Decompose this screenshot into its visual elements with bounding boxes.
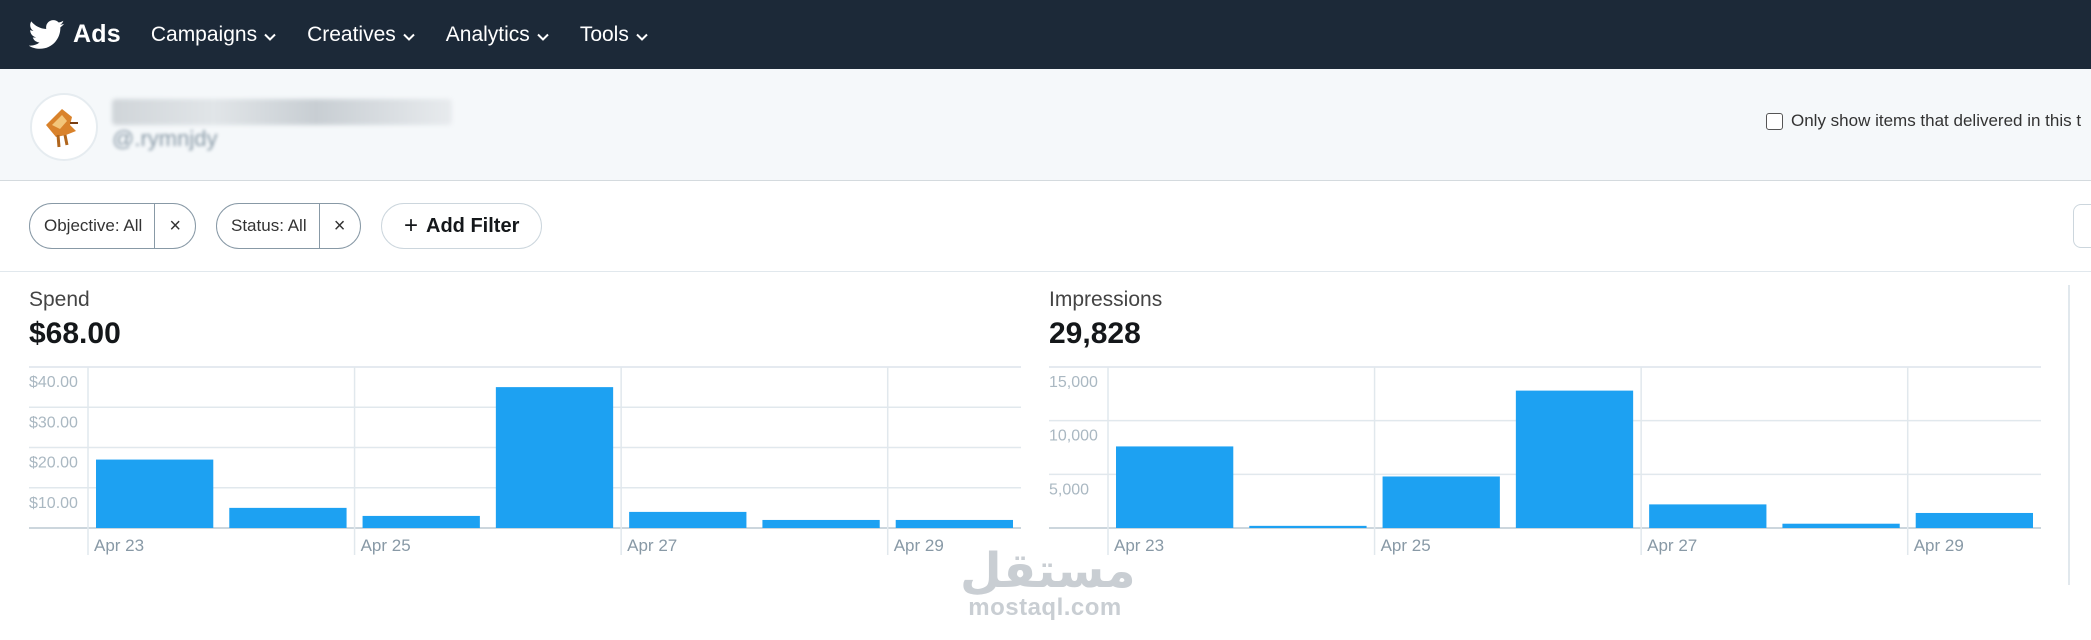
account-header: @.rymnjdy Only show items that delivered… xyxy=(0,69,2091,181)
x-tick-label: Apr 25 xyxy=(361,536,411,555)
x-tick-label: Apr 27 xyxy=(627,536,677,555)
y-tick-label: 10,000 xyxy=(1049,428,1098,445)
impressions-total: 29,828 xyxy=(1049,317,1141,350)
chevron-down-icon xyxy=(403,33,415,41)
panel-divider xyxy=(2068,285,2070,585)
chevron-down-icon xyxy=(636,33,648,41)
plus-icon: + xyxy=(404,212,419,239)
bar-apr-24 xyxy=(229,507,347,528)
x-tick-label: Apr 29 xyxy=(1914,536,1964,555)
x-tick-label: Apr 27 xyxy=(1647,536,1697,555)
bar-apr-29 xyxy=(1915,512,2034,528)
close-icon[interactable]: × xyxy=(169,214,182,237)
y-tick-label: $40.00 xyxy=(29,374,78,391)
y-tick-label: 15,000 xyxy=(1049,374,1098,391)
bar-apr-26 xyxy=(1515,390,1634,528)
bar-apr-28 xyxy=(1782,523,1900,528)
account-logo-icon xyxy=(46,109,78,148)
spend-chart: $10.00 $20.00 $30.00 $40.00 Apr 23 Apr 25 Apr … xyxy=(29,366,1021,555)
bar-apr-28 xyxy=(762,519,880,528)
nav-analytics-label: Analytics xyxy=(445,22,530,46)
objective-filter-label[interactable]: Objective: All xyxy=(30,204,156,248)
bar-apr-23 xyxy=(1115,446,1234,528)
spend-total: $68.00 xyxy=(29,317,121,350)
brand-label: Ads xyxy=(73,20,121,48)
spend-title: Spend xyxy=(29,288,90,311)
bar-apr-24 xyxy=(1249,525,1367,528)
nav-tools[interactable]: Tools xyxy=(580,23,649,47)
bar-apr-25 xyxy=(1382,476,1500,528)
x-tick-label: Apr 25 xyxy=(1381,536,1431,555)
status-filter-chip[interactable]: Status: All × xyxy=(216,203,361,249)
add-filter-button[interactable]: + Add Filter xyxy=(381,203,543,249)
twitter-bird-icon xyxy=(29,19,65,49)
bar-apr-29 xyxy=(895,519,1014,528)
objective-filter-chip[interactable]: Objective: All × xyxy=(29,203,197,249)
y-tick-label: $30.00 xyxy=(29,414,78,431)
nav-campaigns[interactable]: Campaigns xyxy=(151,23,277,47)
mostaql-watermark: مستقل mostaql.com xyxy=(960,545,1136,622)
toolbar-button-partial[interactable] xyxy=(2073,204,2091,248)
delivered-only-checkbox[interactable] xyxy=(1766,112,1783,130)
account-handle: @.rymnjdy xyxy=(112,126,218,151)
filter-bar: Objective: All × Status: All × + Add Fil… xyxy=(0,182,2091,272)
y-tick-label: 5,000 xyxy=(1049,481,1089,498)
x-tick-label: Apr 23 xyxy=(1114,536,1164,555)
status-filter-label[interactable]: Status: All xyxy=(217,204,320,248)
nav-campaigns-label: Campaigns xyxy=(150,22,258,46)
top-nav-bar: Ads Campaigns Creatives Analytics Tools xyxy=(0,0,2091,69)
bar-apr-27 xyxy=(1649,504,1767,528)
x-tick-label: Apr 23 xyxy=(94,536,144,555)
bar-apr-26 xyxy=(495,387,614,528)
x-tick-label: Apr 29 xyxy=(894,536,944,555)
add-filter-label: Add Filter xyxy=(426,214,520,237)
impressions-title: Impressions xyxy=(1049,288,1163,311)
y-tick-label: $20.00 xyxy=(29,455,78,472)
nav-creatives[interactable]: Creatives xyxy=(307,23,416,47)
main-menu: Campaigns Creatives Analytics Tools xyxy=(151,23,649,47)
y-tick-label: $10.00 xyxy=(29,495,78,512)
nav-tools-label: Tools xyxy=(579,22,629,46)
delivered-only-toggle[interactable]: Only show items that delivered in this t xyxy=(1766,111,2081,131)
nav-analytics[interactable]: Analytics xyxy=(446,23,550,47)
ads-home-link[interactable]: Ads xyxy=(29,19,121,50)
delivered-only-label: Only show items that delivered in this t xyxy=(1791,111,2082,130)
watermark-latin-text: mostaql.com xyxy=(968,594,1122,621)
close-icon[interactable]: × xyxy=(333,214,346,237)
nav-creatives-label: Creatives xyxy=(307,22,396,46)
account-avatar[interactable] xyxy=(30,93,98,161)
bar-apr-23 xyxy=(95,459,214,528)
account-name-redacted xyxy=(112,99,452,125)
bar-apr-25 xyxy=(362,515,480,528)
bar-apr-27 xyxy=(629,511,747,528)
chevron-down-icon xyxy=(264,33,276,41)
watermark-arabic-text: مستقل xyxy=(960,545,1136,598)
impressions-chart: 5,000 10,000 15,000 Apr 23 Apr 25 Apr 27 Apr 2… xyxy=(1049,366,2041,555)
chevron-down-icon xyxy=(537,33,549,41)
